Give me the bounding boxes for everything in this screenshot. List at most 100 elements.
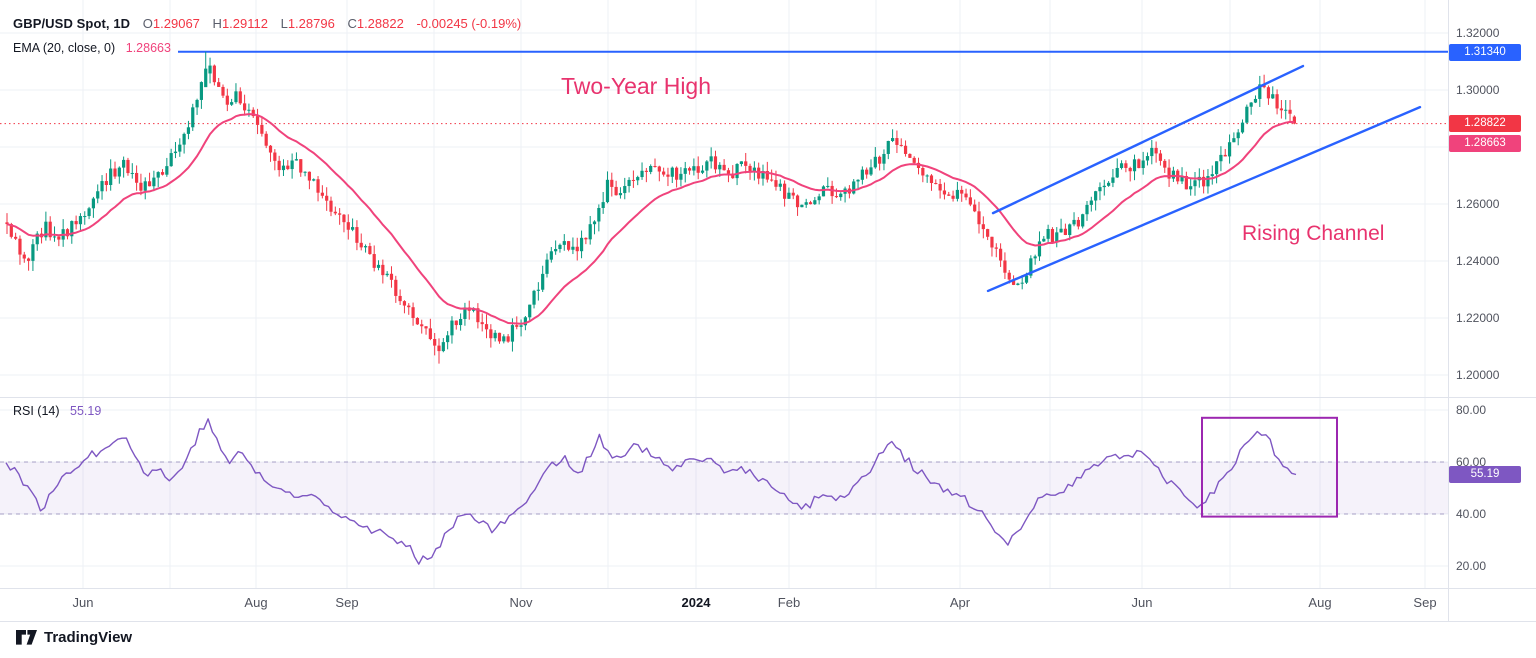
candle[interactable] bbox=[243, 94, 247, 116]
candle[interactable] bbox=[44, 211, 48, 241]
candle[interactable] bbox=[545, 253, 549, 278]
candle[interactable] bbox=[506, 334, 510, 343]
candle[interactable] bbox=[173, 141, 178, 159]
candle[interactable] bbox=[489, 324, 493, 348]
candle[interactable] bbox=[1046, 224, 1050, 243]
candle[interactable] bbox=[467, 300, 471, 320]
candle[interactable] bbox=[994, 243, 998, 258]
candle[interactable] bbox=[631, 170, 635, 188]
candle[interactable] bbox=[770, 169, 774, 182]
candle[interactable] bbox=[1055, 227, 1059, 248]
channel-upper-line[interactable] bbox=[991, 64, 1305, 215]
candle[interactable] bbox=[441, 338, 445, 353]
candle[interactable] bbox=[363, 244, 368, 253]
candle[interactable] bbox=[450, 316, 454, 344]
candle[interactable] bbox=[212, 64, 216, 86]
candle[interactable] bbox=[31, 239, 35, 271]
candle[interactable] bbox=[1037, 231, 1042, 261]
candle[interactable] bbox=[623, 177, 627, 200]
candle[interactable] bbox=[955, 181, 959, 202]
candle[interactable] bbox=[113, 161, 117, 179]
candle[interactable] bbox=[1210, 165, 1214, 185]
candle[interactable] bbox=[376, 260, 381, 271]
candle[interactable] bbox=[74, 215, 78, 230]
candle[interactable] bbox=[709, 147, 713, 169]
candle[interactable] bbox=[342, 214, 346, 233]
candle[interactable] bbox=[484, 314, 489, 339]
candle[interactable] bbox=[480, 313, 484, 332]
candle[interactable] bbox=[519, 319, 523, 337]
candle[interactable] bbox=[402, 300, 407, 314]
candle[interactable] bbox=[428, 318, 432, 341]
candle[interactable] bbox=[1275, 89, 1279, 115]
candle[interactable] bbox=[813, 196, 817, 205]
candle[interactable] bbox=[299, 159, 303, 177]
candle[interactable] bbox=[100, 175, 104, 200]
candle[interactable] bbox=[329, 196, 333, 217]
candle[interactable] bbox=[1288, 100, 1292, 123]
candle[interactable] bbox=[290, 153, 294, 179]
candle[interactable] bbox=[156, 171, 160, 188]
candle[interactable] bbox=[1003, 252, 1007, 279]
candle[interactable] bbox=[912, 156, 916, 165]
candle[interactable] bbox=[532, 289, 536, 309]
candle[interactable] bbox=[916, 157, 921, 175]
candle[interactable] bbox=[355, 220, 359, 251]
candle[interactable] bbox=[804, 198, 808, 208]
candle[interactable] bbox=[1042, 236, 1046, 242]
candle[interactable] bbox=[1059, 218, 1063, 233]
candle[interactable] bbox=[761, 164, 765, 186]
candle[interactable] bbox=[1227, 134, 1232, 164]
candle[interactable] bbox=[675, 166, 679, 188]
candle[interactable] bbox=[951, 190, 955, 202]
rsi-line[interactable] bbox=[5, 418, 1297, 565]
candle[interactable] bbox=[977, 201, 981, 234]
candle[interactable] bbox=[147, 172, 152, 187]
candle[interactable] bbox=[411, 302, 415, 326]
candle[interactable] bbox=[225, 88, 229, 112]
candle[interactable] bbox=[757, 162, 761, 185]
rsi-legend-row[interactable]: RSI (14) 55.19 bbox=[13, 404, 101, 418]
candle[interactable] bbox=[135, 165, 139, 191]
ema-legend-row[interactable]: EMA (20, close, 0) 1.28663 bbox=[13, 38, 521, 62]
candle[interactable] bbox=[549, 247, 553, 263]
channel-lower-line[interactable] bbox=[986, 105, 1422, 293]
candle[interactable] bbox=[1253, 95, 1258, 104]
candle[interactable] bbox=[640, 162, 644, 180]
candle[interactable] bbox=[592, 220, 597, 235]
candle[interactable] bbox=[843, 186, 847, 203]
candle[interactable] bbox=[273, 149, 277, 171]
candle[interactable] bbox=[1271, 86, 1275, 99]
candle[interactable] bbox=[359, 233, 363, 251]
candle[interactable] bbox=[70, 220, 74, 244]
candle[interactable] bbox=[251, 107, 255, 118]
candle[interactable] bbox=[692, 158, 696, 176]
candle[interactable] bbox=[1085, 200, 1089, 221]
candle[interactable] bbox=[1184, 171, 1188, 190]
candle[interactable] bbox=[895, 130, 899, 154]
candle[interactable] bbox=[528, 304, 532, 321]
candle[interactable] bbox=[886, 140, 890, 160]
candle[interactable] bbox=[316, 176, 320, 202]
candle[interactable] bbox=[307, 171, 311, 190]
candle[interactable] bbox=[61, 219, 65, 247]
candle[interactable] bbox=[925, 174, 929, 183]
candle[interactable] bbox=[934, 179, 938, 185]
candle[interactable] bbox=[891, 129, 895, 143]
candle[interactable] bbox=[14, 232, 18, 241]
candle[interactable] bbox=[372, 245, 376, 272]
candle[interactable] bbox=[83, 211, 87, 225]
candle[interactable] bbox=[1050, 227, 1055, 243]
candle[interactable] bbox=[454, 320, 458, 330]
rising-channel-label[interactable]: Rising Channel bbox=[1242, 222, 1385, 245]
candle[interactable] bbox=[605, 171, 610, 204]
candle[interactable] bbox=[795, 194, 800, 216]
candle[interactable] bbox=[960, 185, 964, 202]
candle[interactable] bbox=[558, 243, 562, 253]
candle[interactable] bbox=[476, 303, 480, 329]
candle[interactable] bbox=[368, 242, 372, 255]
candle[interactable] bbox=[346, 214, 350, 240]
candle[interactable] bbox=[800, 204, 804, 208]
candle[interactable] bbox=[446, 331, 450, 350]
candle[interactable] bbox=[947, 191, 951, 197]
